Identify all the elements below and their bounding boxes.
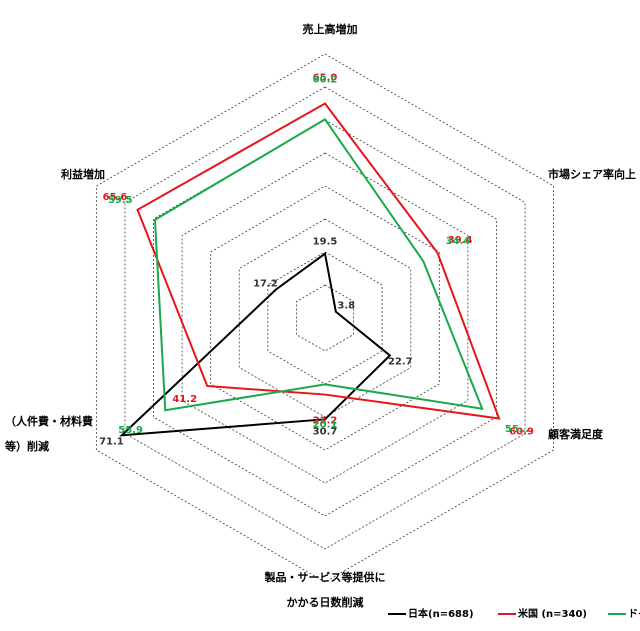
data-label: 60.9 — [509, 426, 534, 437]
category-label: （人件費・材料費 — [5, 414, 93, 428]
data-label: 65.0 — [313, 73, 338, 84]
category-label: 売上高増加 — [303, 22, 358, 36]
series-line — [119, 251, 392, 437]
grid-ring — [296, 284, 354, 352]
series-line — [153, 118, 484, 412]
data-label: 17.2 — [253, 279, 278, 290]
grid-ring — [124, 86, 526, 550]
legend-label: 日本(n=688) — [408, 607, 474, 620]
data-label: 55… — [505, 424, 529, 435]
data-label: 55.9 — [118, 425, 143, 436]
grid-ring — [153, 119, 497, 517]
category-label: 製品・サービス等提供に — [264, 570, 386, 584]
category-label: かかる日数削減 — [287, 595, 364, 609]
data-label: 30.7 — [313, 426, 338, 437]
category-label: 市場シェア率向上 — [548, 167, 636, 181]
data-label: 34.4 — [446, 236, 471, 247]
data-label: 20.1 — [313, 419, 338, 430]
grid-ring — [267, 251, 383, 385]
data-label: 39.4 — [448, 235, 473, 246]
legend-label: ドイ — [628, 608, 640, 620]
data-label: 65.6 — [103, 192, 128, 203]
data-label: 41.2 — [172, 394, 197, 405]
grid-ring — [181, 152, 469, 484]
grid-ring — [210, 185, 440, 451]
category-label: 顧客満足度 — [548, 427, 604, 441]
data-label: 19.5 — [313, 237, 338, 248]
grid-ring — [95, 53, 555, 583]
legend-label: 米国 (n=340) — [518, 607, 587, 620]
grid-ring — [238, 218, 412, 418]
category-label: 利益増加 — [61, 167, 105, 181]
data-label: 3.8 — [337, 301, 355, 312]
series-line — [136, 102, 501, 420]
data-label: 59.5 — [108, 195, 133, 206]
data-label: 71.1 — [99, 436, 124, 447]
data-label: 60.2 — [313, 74, 338, 85]
data-label: 22.7 — [388, 356, 413, 367]
category-label: 等）削減 — [4, 439, 49, 453]
data-label: 23.2 — [313, 416, 338, 427]
